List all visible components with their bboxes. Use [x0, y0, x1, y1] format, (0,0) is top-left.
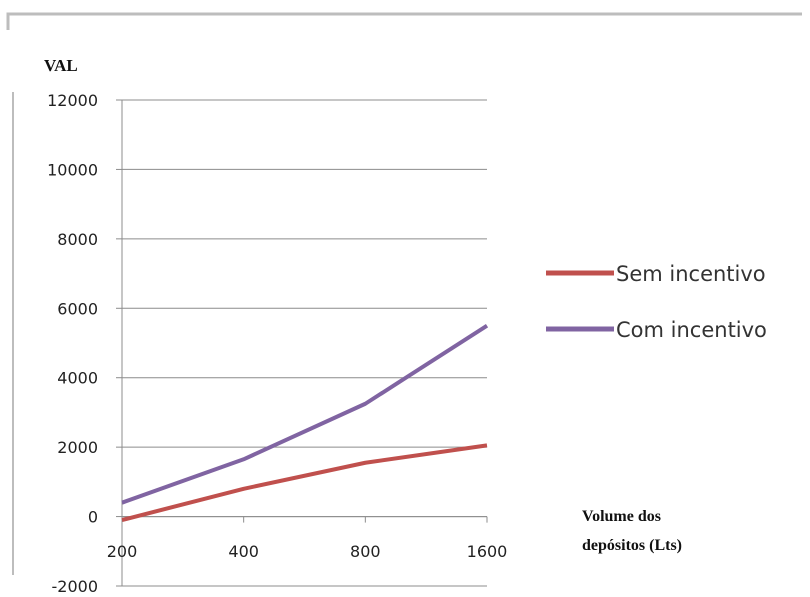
axes: [116, 99, 488, 587]
x-tick-label-1: 400: [228, 542, 259, 561]
x-tick-label-3: 1600: [467, 542, 508, 561]
y-tick-label-3: 6000: [57, 299, 98, 318]
series-line-1: [121, 323, 489, 505]
y-tick-label-5: 2000: [57, 438, 98, 457]
legend: Sem incentivo Com incentivo: [546, 262, 767, 342]
tick-labels: 12000 10000 8000 6000 4000 2000 0 -2000 200 400 80…: [47, 91, 507, 596]
y-tick-label-6: 0: [88, 508, 98, 527]
gridlines: [122, 99, 487, 587]
x-tick-label-0: 200: [107, 542, 138, 561]
x-axis-title-line-2: depósitos (Lts): [582, 537, 682, 554]
chart-frame: [6, 12, 802, 30]
y-tick-label-7: -2000: [52, 577, 99, 596]
series-lines: [121, 323, 489, 522]
y-tick-label-4: 4000: [57, 369, 98, 388]
y-tick-label-0: 12000: [47, 91, 98, 110]
y-tick-label-1: 10000: [47, 160, 98, 179]
series-line-0: [121, 443, 488, 522]
x-axis-title-line-1: Volume dos: [582, 508, 661, 525]
legend-label-1: Com incentivo: [616, 318, 767, 342]
y-tick-label-2: 8000: [57, 230, 98, 249]
x-tick-label-2: 800: [350, 542, 381, 561]
legend-label-0: Sem incentivo: [616, 262, 766, 286]
y-axis-title: VAL: [44, 56, 78, 75]
